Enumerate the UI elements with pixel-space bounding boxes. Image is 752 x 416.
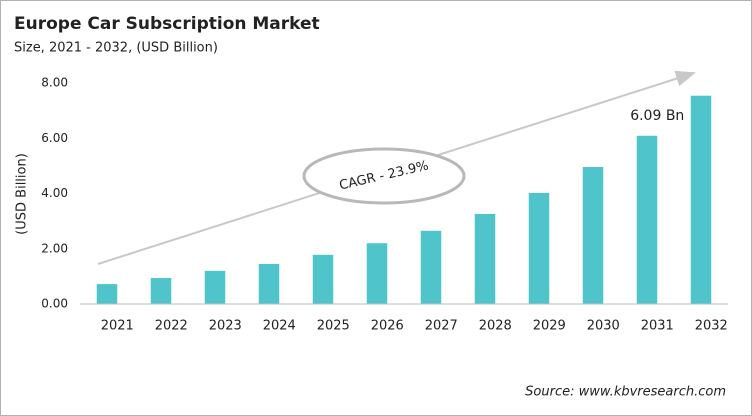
value-label: 6.09 Bn <box>630 108 684 124</box>
x-tick-label: 2025 <box>317 319 350 334</box>
cagr-ellipse <box>302 147 466 205</box>
x-tick-label: 2031 <box>641 319 674 334</box>
x-tick-label: 2021 <box>101 319 134 334</box>
x-tick-label: 2032 <box>695 319 728 334</box>
bar <box>150 278 172 304</box>
bar <box>528 192 550 304</box>
x-tick-label: 2029 <box>533 319 566 334</box>
bar <box>636 135 658 304</box>
x-tick-label: 2027 <box>425 319 458 334</box>
y-axis-label: (USD Billion) <box>15 153 30 235</box>
bar <box>690 95 712 305</box>
x-tick-label: 2026 <box>371 319 404 334</box>
chart-title: Europe Car Subscription Market <box>14 14 320 34</box>
x-tick-label: 2028 <box>479 319 512 334</box>
bar <box>582 166 604 304</box>
x-tick-label: 2024 <box>263 319 296 334</box>
chart-subtitle: Size, 2021 - 2032, (USD Billion) <box>14 41 218 56</box>
y-tick-label: 0.00 <box>41 297 68 311</box>
y-tick-label: 8.00 <box>41 76 68 90</box>
bar <box>96 284 118 304</box>
source-note: Source: www.kbvresearch.com <box>525 385 726 400</box>
bar <box>204 270 226 304</box>
bar <box>366 243 388 304</box>
x-tick-label: 2023 <box>209 319 242 334</box>
y-tick-label: 2.00 <box>41 241 68 255</box>
y-tick-label: 4.00 <box>41 186 68 200</box>
y-tick-label: 6.00 <box>41 131 68 145</box>
bar <box>312 254 334 304</box>
bar <box>474 213 496 304</box>
x-tick-label: 2030 <box>587 319 620 334</box>
x-tick-label: 2022 <box>155 319 188 334</box>
bar <box>420 230 442 304</box>
bar <box>258 263 280 304</box>
